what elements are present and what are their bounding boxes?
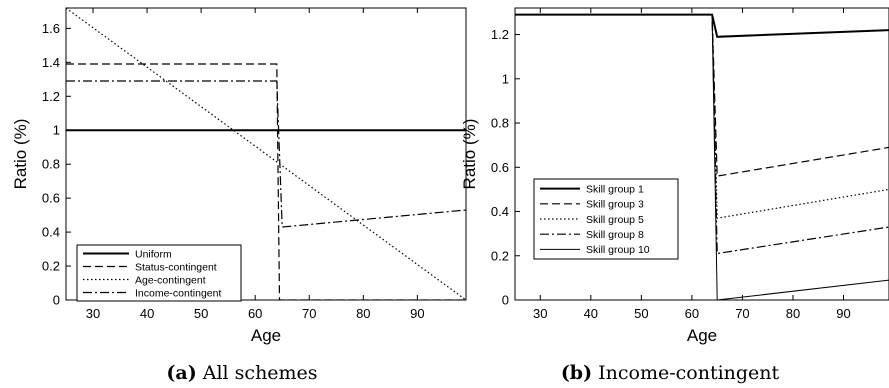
legend-label: Status-contingent — [135, 261, 217, 273]
x-axis-label: Age — [251, 326, 281, 345]
legend: Skill group 1 Skill group 3 Skill group 5 S… — [533, 178, 679, 260]
x-tick-label: 90 — [836, 306, 850, 321]
x-tick-label: 80 — [356, 306, 370, 321]
legend-label: Skill group 8 — [586, 229, 644, 241]
y-tick-label: 1 — [502, 71, 509, 86]
x-tick-label: 70 — [735, 306, 749, 321]
y-tick-label: 0.4 — [491, 204, 509, 219]
y-tick-label: 1.4 — [42, 55, 60, 70]
series-line-income-contingent — [66, 80, 466, 228]
x-tick-label: 60 — [248, 306, 262, 321]
plot-area — [515, 13, 889, 300]
x-tick-label: 30 — [533, 306, 547, 321]
x-tick-label: 70 — [302, 306, 316, 321]
y-tick-label: 1 — [53, 123, 60, 138]
x-axis-label: Age — [687, 326, 717, 345]
chart-panel-a: 30 40 50 60 70 80 90 0 0.2 0.4 0.6 0.8 1 1.2 1.4 1.6 Age… — [11, 7, 467, 384]
axes-frame — [514, 7, 889, 301]
y-tick-label: 1.2 — [491, 27, 509, 42]
series-line-age-contingent — [66, 8, 466, 300]
y-tick-label: 0 — [502, 293, 509, 308]
y-tick-label: 0.8 — [491, 116, 509, 131]
y-tick-label: 0 — [53, 293, 60, 308]
x-tick-label: 30 — [86, 306, 100, 321]
legend-label: Skill group 5 — [586, 214, 644, 226]
panel-caption-label: (b) — [561, 362, 592, 384]
legend: UniformStatus-contingentAge-contingentIn… — [76, 244, 242, 302]
panel-caption: (a) All schemes — [166, 362, 317, 384]
x-tick-label: 50 — [634, 306, 648, 321]
y-tick-label: 1.2 — [42, 89, 60, 104]
y-tick-label: 1.6 — [42, 21, 60, 36]
x-tick-label: 50 — [194, 306, 208, 321]
plot-area — [66, 8, 466, 300]
y-tick-label: 0.6 — [491, 160, 509, 175]
series-line-skill-group-10 — [515, 14, 889, 300]
legend-label: Income-contingent — [135, 287, 221, 299]
legend-box — [533, 178, 679, 260]
y-tick-label: 0.2 — [491, 248, 509, 263]
series-line-skill-group-1 — [515, 13, 889, 38]
legend-label: Uniform — [135, 248, 172, 260]
panel-caption-text: All schemes — [197, 362, 318, 384]
x-tick-label: 60 — [685, 306, 699, 321]
y-tick-label: 0.8 — [42, 157, 60, 172]
legend-label: Skill group 3 — [586, 199, 644, 211]
x-tick-label: 40 — [584, 306, 598, 321]
y-tick-label: 0.4 — [42, 225, 60, 240]
legend-label: Age-contingent — [135, 274, 206, 286]
axes-frame — [65, 7, 467, 301]
series-line-status-contingent — [66, 63, 466, 300]
y-axis-label: Ratio (%) — [11, 119, 30, 190]
y-axis-label: Ratio (%) — [460, 119, 479, 190]
chart-panel-b: 30 40 50 60 70 80 90 0 0.2 0.4 0.6 0.8 1 1.2 Age Ratio … — [460, 7, 889, 384]
panel-caption-text: Income-contingent — [592, 362, 779, 384]
series-line-skill-group-3 — [515, 14, 889, 177]
legend-label: Skill group 10 — [586, 244, 650, 256]
x-tick-label: 40 — [140, 306, 154, 321]
y-tick-label: 0.6 — [42, 191, 60, 206]
x-tick-label: 90 — [410, 306, 424, 321]
y-tick-label: 0.2 — [42, 259, 60, 274]
panel-caption-label: (a) — [166, 362, 196, 384]
legend-label: Skill group 1 — [586, 183, 644, 195]
panel-caption: (b) Income-contingent — [561, 362, 780, 384]
x-tick-label: 80 — [786, 306, 800, 321]
